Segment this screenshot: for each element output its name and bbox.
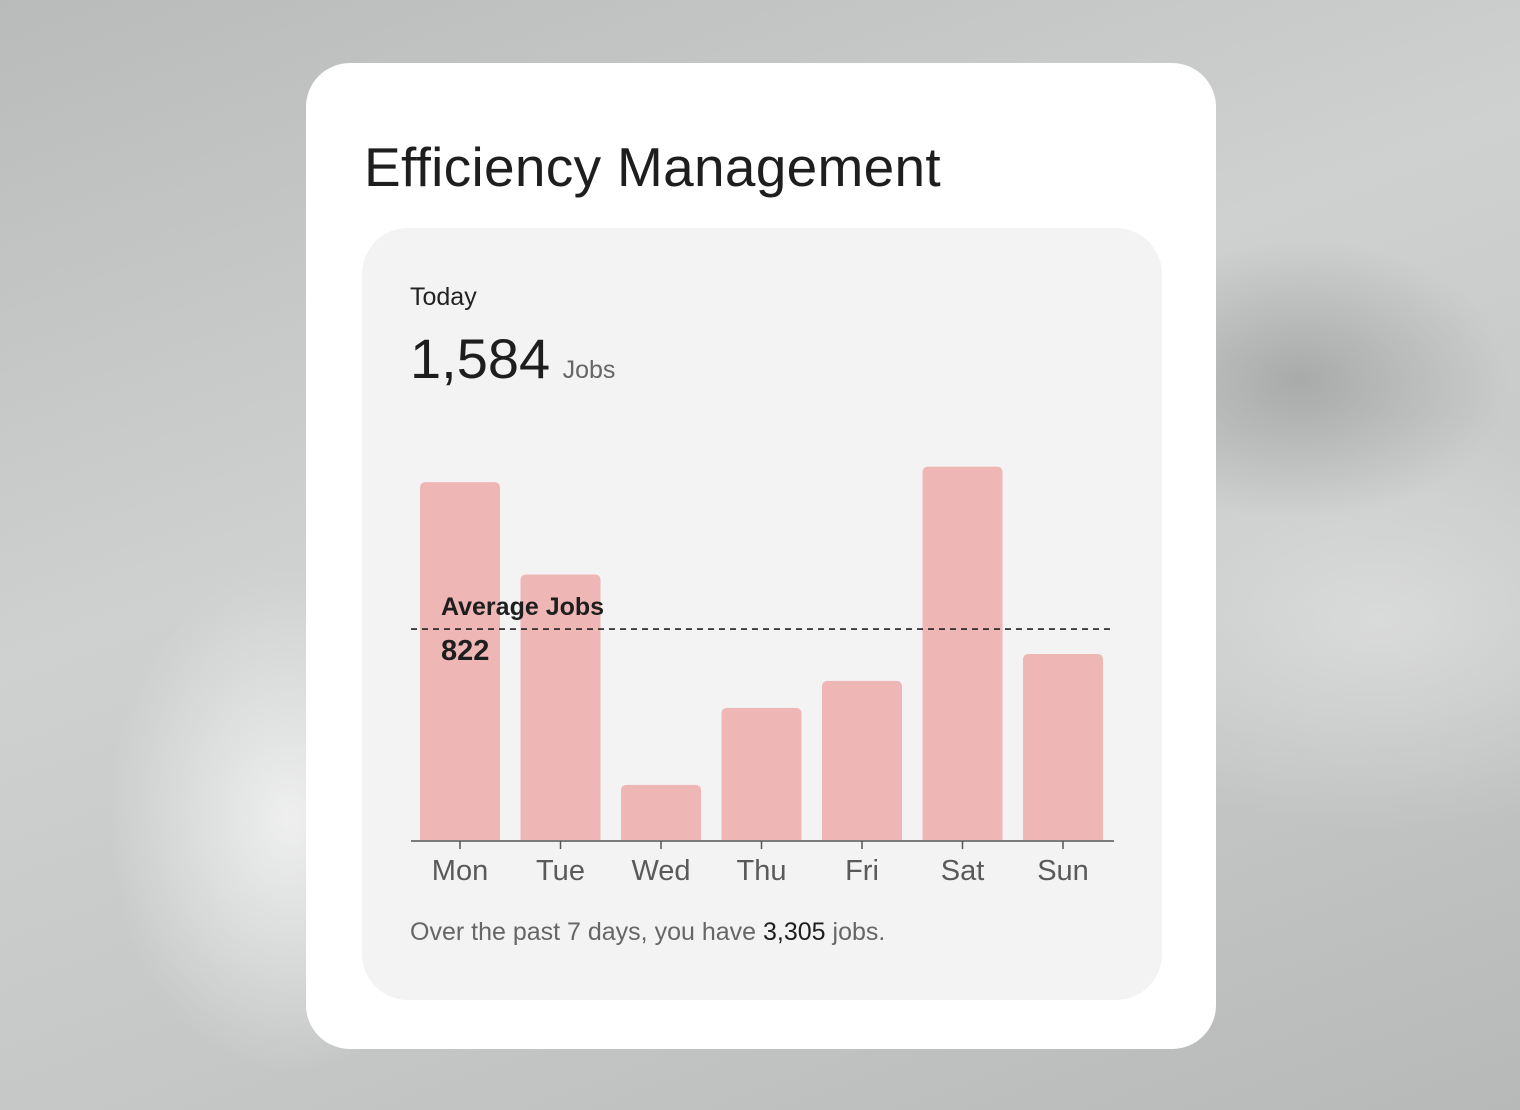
efficiency-card: Efficiency Management Today 1,584 Jobs M…: [306, 63, 1216, 1049]
x-tick-label-sun: Sun: [1037, 855, 1089, 887]
average-label: Average Jobs: [441, 593, 604, 621]
card-title: Efficiency Management: [364, 136, 941, 198]
average-value: 822: [441, 635, 489, 667]
today-jobs-value: 1,584: [410, 327, 551, 390]
period-label: Today: [410, 283, 477, 311]
jobs-bar-chart: Mon Tue Wed Thu Fri Sat Sun Average Jobs 822: [411, 466, 1114, 887]
summary-suffix: jobs.: [832, 918, 886, 946]
x-tick-label-wed: Wed: [631, 855, 690, 887]
x-tick-label-thu: Thu: [737, 855, 787, 887]
bar-tue: [520, 574, 601, 840]
bar-wed: [621, 784, 701, 840]
today-jobs-unit: Jobs: [562, 356, 616, 384]
bar-thu: [721, 707, 802, 840]
jobs-panel: Today 1,584 Jobs Mon Tue Wed Thu Fri Sat Sun Av…: [362, 228, 1162, 1000]
summary-total: 3,305: [763, 918, 826, 946]
bar-fri: [822, 680, 902, 840]
weekly-summary: Over the past 7 days, you have 3,305 job…: [410, 918, 885, 947]
today-jobs: 1,584 Jobs: [410, 326, 615, 391]
x-tick-label-sat: Sat: [941, 855, 985, 887]
x-tick-label-mon: Mon: [432, 855, 488, 887]
bar-sat: [922, 466, 1003, 840]
bar-mon: [420, 482, 500, 840]
summary-prefix: Over the past 7 days, you have: [410, 918, 757, 946]
x-tick-label-fri: Fri: [845, 855, 879, 887]
bar-sun: [1023, 653, 1103, 840]
x-tick-label-tue: Tue: [536, 855, 585, 887]
